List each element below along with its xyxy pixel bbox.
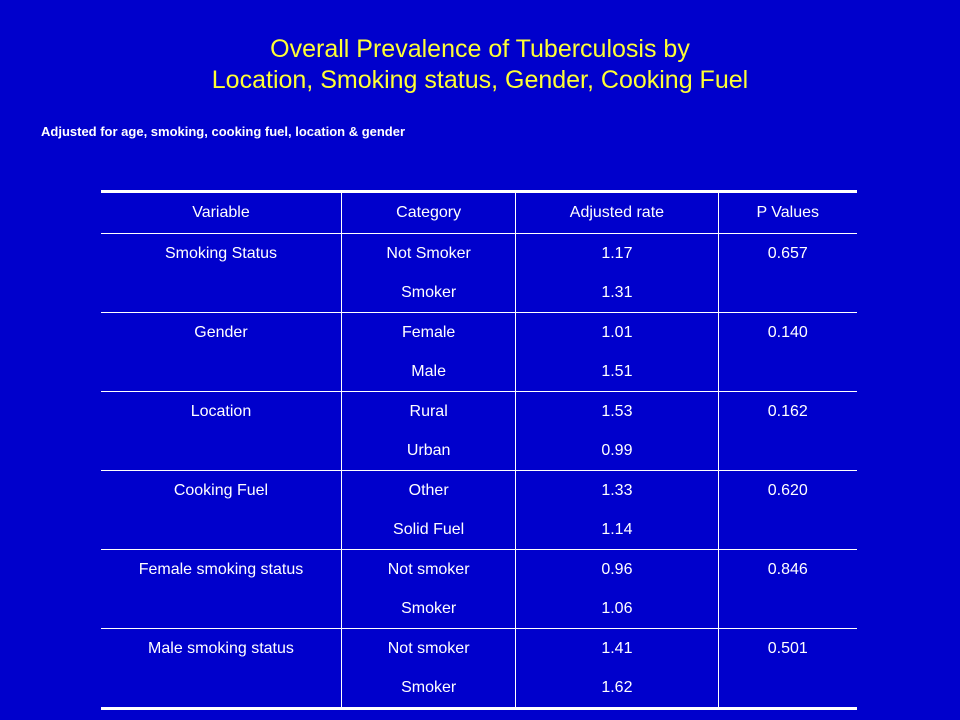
- header-p-values: P Values: [717, 191, 857, 234]
- table-row: Solid Fuel 1.14: [101, 510, 857, 550]
- header-variable: Variable: [192, 204, 250, 221]
- variable-cell: Smoking Status: [164, 244, 277, 262]
- table-header-row: Variable Category Adjusted rate P Values: [101, 191, 857, 234]
- category-cell: Smoker: [340, 668, 516, 710]
- table-row: Male 1.51: [101, 352, 857, 392]
- variable-cell: Gender: [194, 323, 248, 341]
- rate-cell: 1.41: [515, 628, 718, 668]
- variable-cell-empty: [101, 352, 342, 392]
- p-value-cell: 0.657: [717, 233, 857, 273]
- p-value-cell: 0.620: [717, 470, 857, 510]
- table-row: Location Rural 1.53 0.162: [101, 391, 857, 431]
- adjustment-note: Adjusted for age, smoking, cooking fuel,…: [41, 124, 406, 139]
- rate-cell: 1.53: [515, 391, 718, 431]
- category-cell: Not smoker: [340, 628, 516, 668]
- category-cell: Male: [340, 352, 516, 392]
- p-value-cell: 0.501: [717, 628, 857, 668]
- table-row: Urban 0.99: [101, 431, 857, 471]
- variable-cell-empty: [101, 273, 342, 313]
- rate-cell: 1.33: [515, 470, 718, 510]
- category-cell: Smoker: [340, 589, 516, 629]
- variable-cell-empty: [101, 589, 342, 629]
- prevalence-table: Variable Category Adjusted rate P Values…: [101, 190, 857, 710]
- variable-cell: Female smoking status: [138, 560, 304, 578]
- category-cell: Not Smoker: [340, 233, 516, 273]
- table-row: Female smoking status Not smoker 0.96 0.…: [101, 549, 857, 589]
- slide-title-line-1: Overall Prevalence of Tuberculosis by: [270, 35, 690, 63]
- p-value-cell-empty: [717, 431, 857, 471]
- category-cell: Female: [340, 312, 516, 352]
- slide-title-line-2: Location, Smoking status, Gender, Cookin…: [211, 66, 749, 94]
- category-cell: Not smoker: [340, 549, 516, 589]
- table-row: Smoker 1.06: [101, 589, 857, 629]
- p-value-cell-empty: [717, 510, 857, 550]
- category-cell: Urban: [340, 431, 516, 471]
- variable-cell: Cooking Fuel: [173, 481, 269, 499]
- category-cell: Solid Fuel: [340, 510, 516, 550]
- variable-cell: Male smoking status: [148, 639, 294, 657]
- rate-cell: 1.17: [515, 233, 718, 273]
- category-cell: Rural: [340, 391, 516, 431]
- table-row: Cooking Fuel Other 1.33 0.620: [101, 470, 857, 510]
- p-value-cell-empty: [717, 589, 857, 629]
- variable-cell-empty: [101, 668, 342, 710]
- rate-cell: 1.14: [515, 510, 718, 550]
- variable-cell-empty: [101, 431, 342, 471]
- table-row: Male smoking status Not smoker 1.41 0.50…: [101, 628, 857, 668]
- p-value-cell: 0.162: [717, 391, 857, 431]
- variable-cell-empty: [101, 510, 342, 550]
- p-value-cell-empty: [717, 668, 857, 710]
- rate-cell: 0.99: [515, 431, 718, 471]
- table-row: Smoking Status Not Smoker 1.17 0.657: [101, 233, 857, 273]
- category-cell: Smoker: [340, 273, 516, 313]
- variable-cell: Location: [190, 402, 252, 420]
- p-value-cell: 0.846: [717, 549, 857, 589]
- table-row: Gender Female 1.01 0.140: [101, 312, 857, 352]
- p-value-cell: 0.140: [717, 312, 857, 352]
- rate-cell: 1.62: [515, 668, 718, 710]
- rate-cell: 0.96: [515, 549, 718, 589]
- rate-cell: 1.06: [515, 589, 718, 629]
- p-value-cell-empty: [717, 273, 857, 313]
- category-cell: Other: [340, 470, 516, 510]
- slide-title: Overall Prevalence of Tuberculosis by Lo…: [0, 34, 960, 96]
- rate-cell: 1.31: [515, 273, 718, 313]
- table-row: Smoker 1.62: [101, 668, 857, 710]
- header-category: Category: [340, 191, 516, 234]
- table-row: Smoker 1.31: [101, 273, 857, 313]
- p-value-cell-empty: [717, 352, 857, 392]
- header-adjusted-rate: Adjusted rate: [515, 191, 718, 234]
- rate-cell: 1.51: [515, 352, 718, 392]
- rate-cell: 1.01: [515, 312, 718, 352]
